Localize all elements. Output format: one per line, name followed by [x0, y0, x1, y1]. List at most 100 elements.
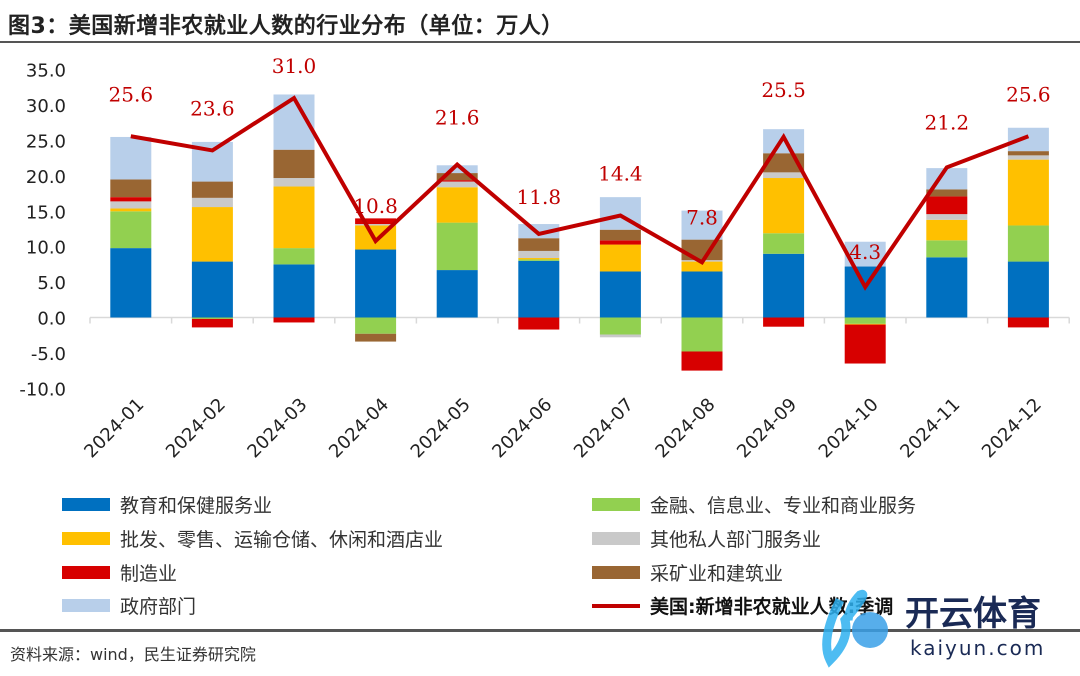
bar-segment [763, 233, 805, 254]
bar-segment [110, 136, 152, 180]
y-tick-label: -5.0 [31, 344, 66, 365]
bar-segment [763, 178, 805, 234]
title-divider [0, 41, 1080, 43]
legend-label: 批发、零售、运输仓储、休闲和酒店业 [120, 529, 444, 551]
legend-item: 采矿业和建筑业 [592, 559, 783, 586]
bar-segment [681, 210, 723, 240]
legend-swatch [592, 566, 640, 579]
bar-segment [599, 240, 641, 245]
bar-segment [1007, 151, 1049, 156]
bar-segment [110, 208, 152, 212]
bar-segment [763, 253, 805, 318]
watermark-logo: 开云体育 kaiyun.com [822, 589, 1043, 668]
bar-segment [599, 244, 641, 272]
x-tick-label: 2024-02 [162, 394, 230, 462]
bar-segment [844, 317, 886, 324]
x-tick-label: 2024-07 [570, 394, 638, 462]
bar-segment [191, 197, 233, 208]
bar-segment [518, 250, 560, 259]
x-tick-label: 2024-10 [815, 394, 883, 462]
line-data-label: 25.5 [761, 78, 806, 102]
bar-segment [844, 324, 886, 364]
bar-segment [844, 266, 886, 318]
y-tick-label: 15.0 [26, 202, 66, 223]
watermark-text: 开云体育 [905, 594, 1041, 634]
x-tick-label: 2024-01 [80, 394, 148, 462]
bar-segment [110, 248, 152, 318]
line-data-label: 10.8 [353, 194, 398, 218]
bar-segment [1007, 127, 1049, 152]
legend-item: 批发、零售、运输仓储、休闲和酒店业 [62, 525, 443, 552]
bar-segment [1007, 225, 1049, 262]
x-tick-label: 2024-08 [651, 394, 719, 462]
bar-segment [518, 258, 560, 260]
x-tick-label: 2024-11 [896, 394, 964, 462]
bar-segment [273, 149, 315, 179]
line-data-label: 23.6 [190, 96, 235, 120]
bar-segment [926, 189, 968, 197]
stacked-bar-chart: 35.0 30.0 25.0 20.0 15.0 10.0 5.0 0.0 -5.0 -10.0 2… [19, 54, 1070, 462]
chart-title: 图3：美国新增非农就业人数的行业分布（单位：万人） [8, 14, 564, 39]
legend-swatch [62, 599, 110, 612]
legend-swatch [62, 566, 110, 579]
bar-segment [191, 181, 233, 198]
bar-segment [599, 271, 641, 318]
line-data-label: 4.3 [849, 240, 881, 264]
line-data-label: 21.6 [435, 106, 480, 130]
legend-label: 教育和保健服务业 [120, 495, 273, 517]
legend-item: 教育和保健服务业 [62, 491, 272, 518]
bar-segment [436, 173, 478, 181]
bar-segment [926, 257, 968, 318]
bar-segment [763, 172, 805, 179]
bar-segment [681, 351, 723, 371]
x-tick-label: 2024-04 [325, 394, 393, 462]
bar-segment [599, 317, 641, 335]
bar-segment [436, 180, 478, 182]
line-data-label: 31.0 [272, 54, 317, 78]
bar-segment [681, 317, 723, 352]
bar-segment [599, 229, 641, 241]
bar-segment [191, 207, 233, 262]
legend-line-swatch [592, 603, 640, 608]
bar-segment [273, 186, 315, 249]
y-tick-label: 0.0 [37, 309, 66, 330]
bar-segment [436, 270, 478, 318]
legend-swatch [62, 498, 110, 511]
y-tick-label: -10.0 [19, 379, 66, 400]
y-tick-label: 5.0 [37, 273, 66, 294]
line-data-label: 7.8 [686, 205, 718, 229]
bar-segment [110, 211, 152, 249]
y-tick-label: 20.0 [26, 167, 66, 188]
bar-segment [926, 219, 968, 241]
bar-segment [191, 317, 233, 319]
bar-segment [763, 129, 805, 154]
bar-segment [355, 317, 397, 334]
bar-segment [273, 248, 315, 265]
football-icon [852, 612, 888, 648]
source-note: 资料来源：wind，民生证券研究院 [10, 645, 256, 664]
bar-segment [355, 249, 397, 318]
bar-segment [1007, 317, 1049, 328]
bar-segment [763, 317, 805, 327]
bar-segment [273, 264, 315, 318]
legend-item: 制造业 [62, 559, 177, 586]
x-tick-label: 2024-12 [978, 394, 1046, 462]
bar-segment [681, 261, 723, 272]
bar-segment [436, 181, 478, 188]
bar-segment [518, 317, 560, 330]
line-data-label: 11.8 [517, 185, 562, 209]
bar-segment [599, 334, 641, 338]
bar-segment [1007, 159, 1049, 226]
legend-label: 采矿业和建筑业 [650, 563, 784, 585]
bar-segment [273, 178, 315, 187]
legend-label: 金融、信息业、专业和商业服务 [650, 495, 917, 517]
line-data-label: 14.4 [598, 162, 643, 186]
bar-segment [191, 261, 233, 318]
y-tick-label: 25.0 [26, 132, 66, 153]
bar-segment [1007, 155, 1049, 160]
y-tick-label: 10.0 [26, 238, 66, 259]
bar-segment [926, 240, 968, 258]
bar-segment [355, 333, 397, 342]
line-data-label: 25.6 [1006, 82, 1051, 106]
bar-segment [355, 218, 397, 225]
